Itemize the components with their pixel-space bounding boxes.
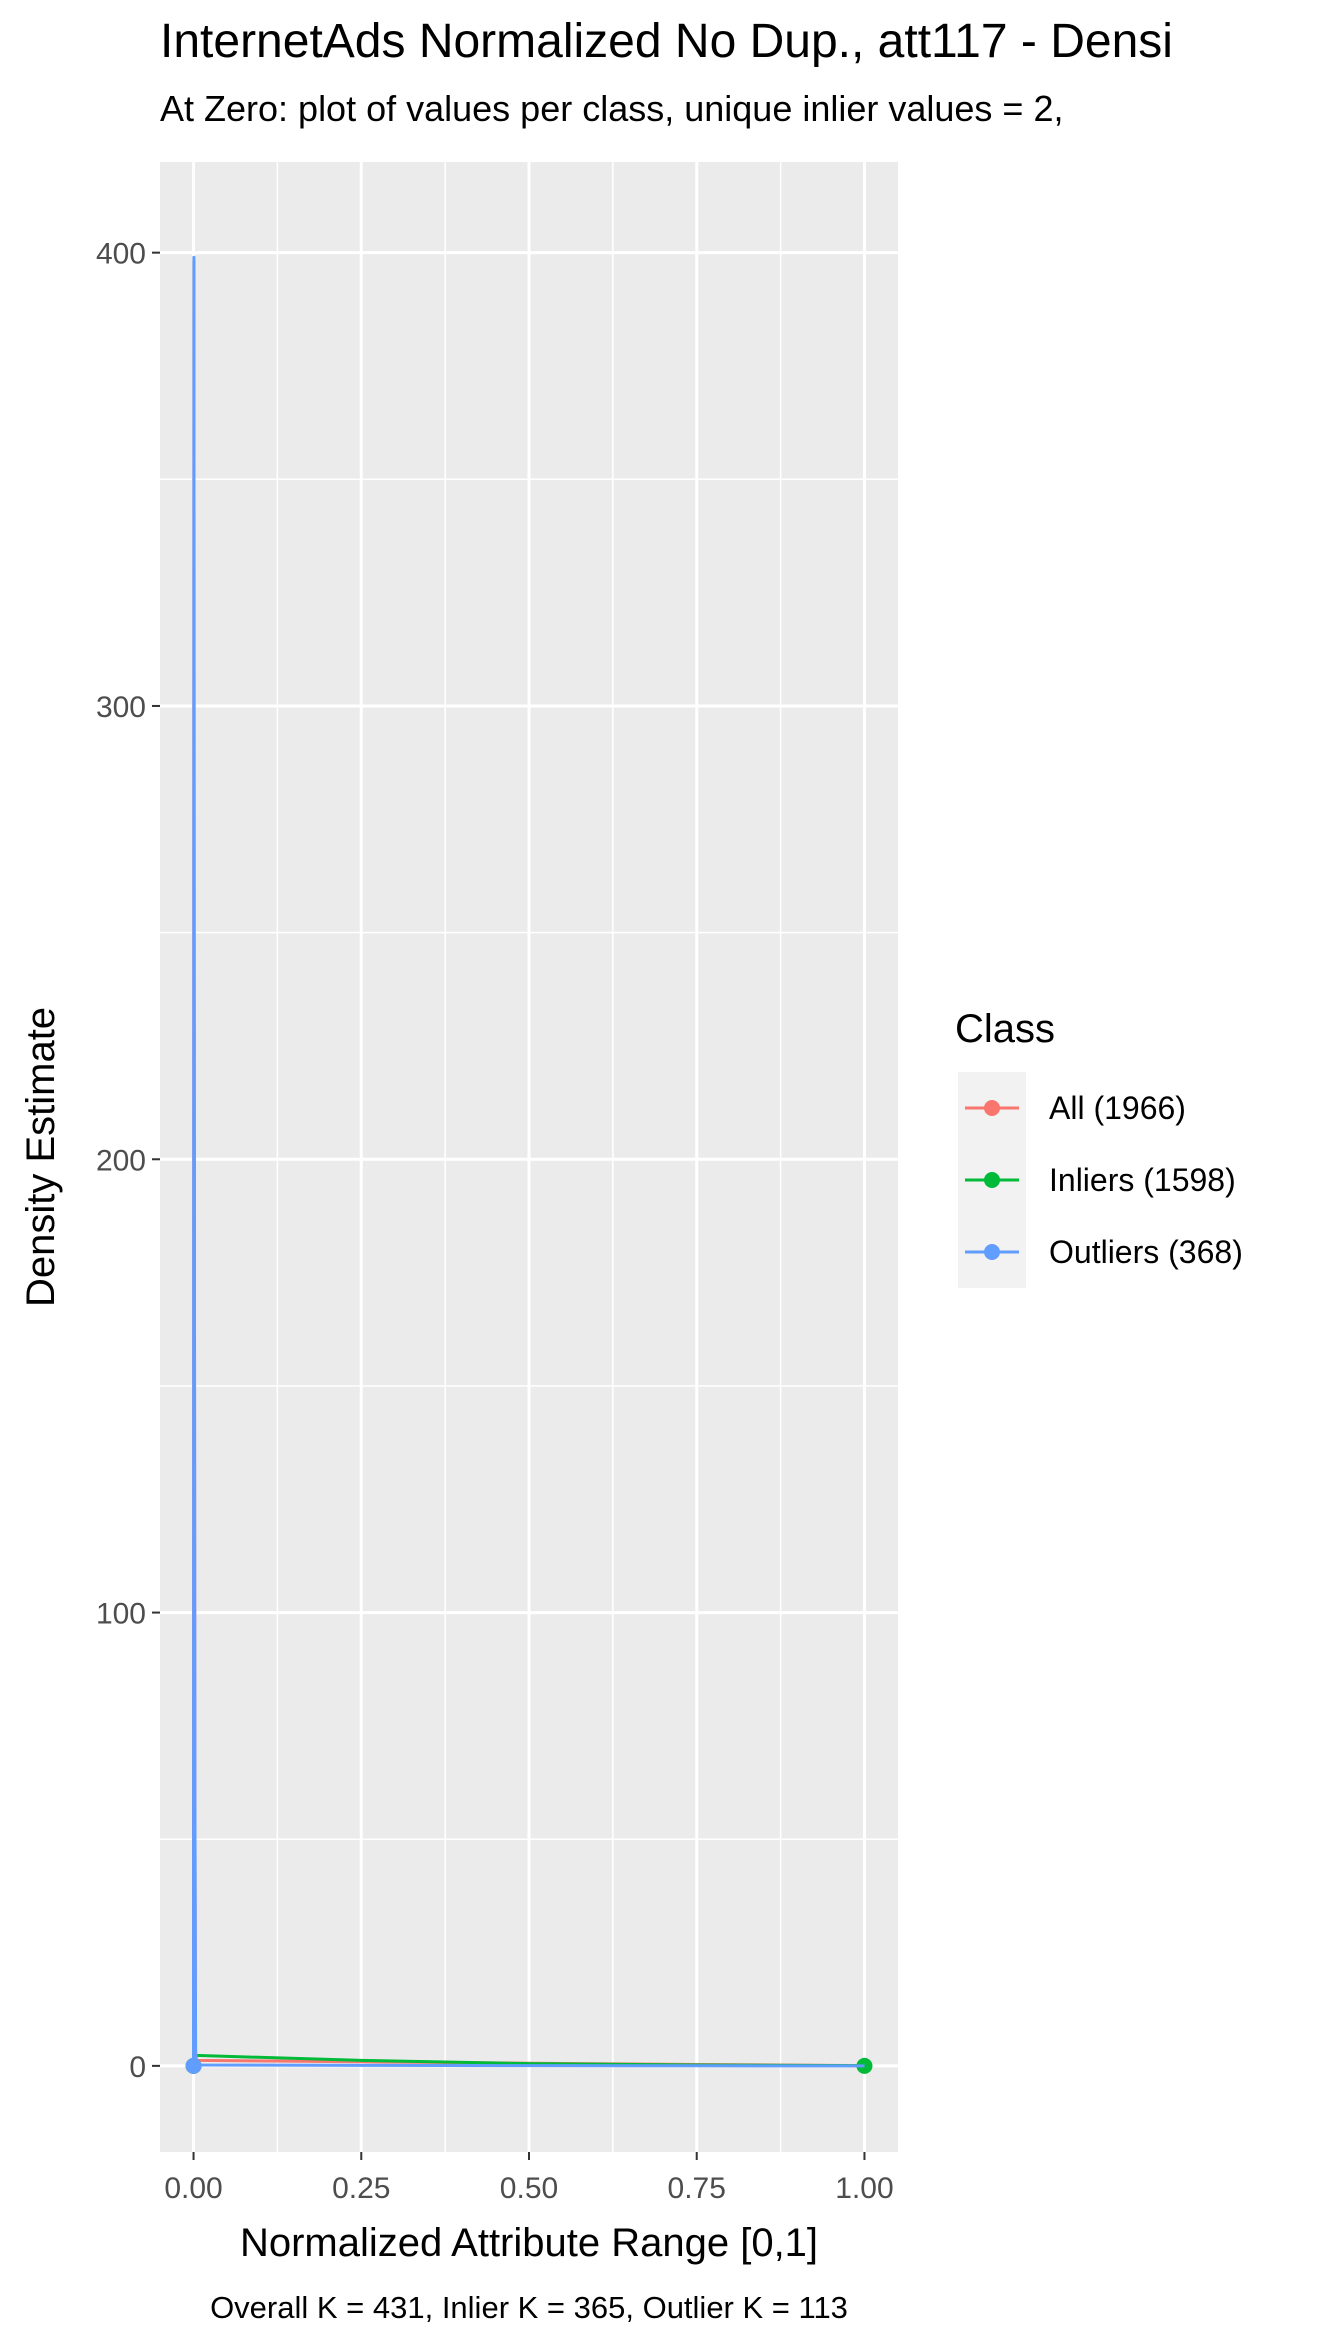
legend-title: Class: [955, 1007, 1055, 1051]
series-point-2: [185, 2057, 202, 2074]
x-tick-label: 1.00: [835, 2172, 893, 2205]
y-tick-label: 100: [96, 1598, 146, 1631]
y-tick-label: 200: [96, 1144, 146, 1177]
series-layer: [185, 255, 873, 2074]
legend-label: Inliers (1598): [1049, 1162, 1236, 1198]
chart-title: InternetAds Normalized No Dup., att117 -…: [160, 15, 1173, 68]
legend-key-point: [984, 1172, 1000, 1188]
y-tick-label: 0: [129, 2051, 146, 2084]
chart-subtitle: At Zero: plot of values per class, uniqu…: [160, 88, 1064, 129]
x-tick-label: 0.75: [668, 2172, 726, 2205]
x-axis: 0.00 0.25 0.50 0.75 1.00: [164, 2152, 894, 2205]
legend-label: All (1966): [1049, 1090, 1186, 1126]
x-tick-label: 0.25: [332, 2172, 390, 2205]
legend: Class All (1966) Inliers (1598) Outliers (…: [955, 1007, 1243, 1288]
y-tick-label: 400: [96, 238, 146, 271]
legend-label: Outliers (368): [1049, 1234, 1243, 1270]
legend-key-point: [984, 1244, 1000, 1260]
x-tick-label: 0.50: [500, 2172, 558, 2205]
y-axis-title: Density Estimate: [19, 1007, 63, 1307]
x-axis-title: Normalized Attribute Range [0,1]: [240, 2221, 818, 2265]
y-axis: 0 100 200 300 400: [96, 238, 160, 2084]
chart-caption: Overall K = 431, Inlier K = 365, Outlier…: [210, 2290, 848, 2325]
x-tick-label: 0.00: [164, 2172, 222, 2205]
legend-key-point: [984, 1100, 1000, 1116]
y-tick-label: 300: [96, 691, 146, 724]
